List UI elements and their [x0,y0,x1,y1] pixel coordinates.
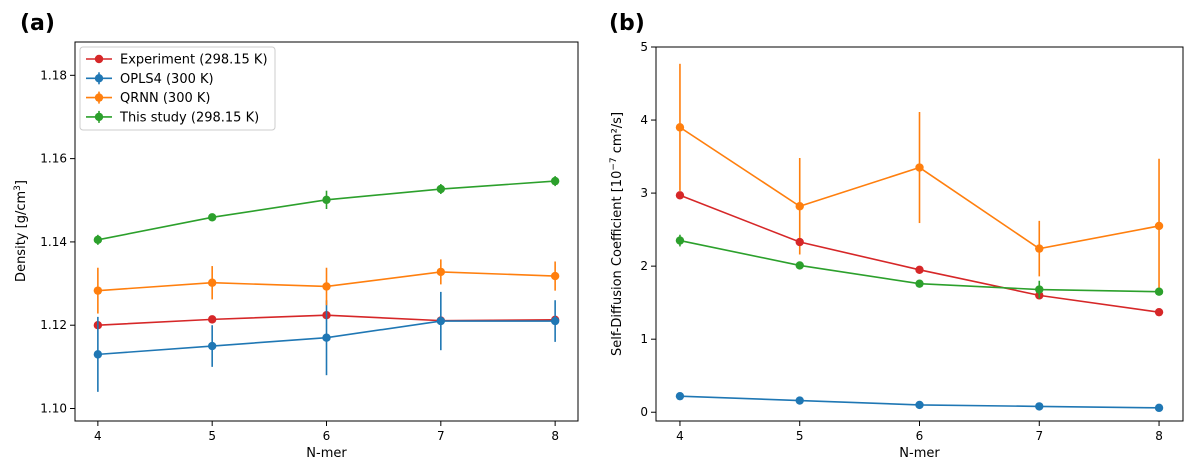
panel-a: (a) 4 5 6 7 8 1.10 1.12 1.14 1.16 1.18 N-mer Den… [13,11,579,461]
legend-marker-qrnn [94,93,104,102]
legend-marker-opls4 [94,74,104,83]
panel-a-x-tick-label: 8 [551,429,559,443]
panel-b-point-this_study [1035,285,1044,294]
panel-a-y-axis-label-exponent: 3 [13,185,23,191]
panel-b-series-experiment [675,191,1164,317]
panel-a-series-opls4 [93,291,560,392]
panel-a-x-tick-label: 7 [437,429,445,443]
panel-b-y-tick-label: 2 [640,259,648,273]
panel-b-y-axis-label: Self-Diffusion Coefficient [10−7 cm²/s] [609,112,625,356]
panel-b-label: (b) [609,11,645,36]
panel-b-x-tick-label: 8 [1155,429,1163,443]
legend-label-qrnn: QRNN (300 K) [120,91,210,106]
panel-a-point-qrnn [322,282,331,291]
panel-a-y-tick-label: 1.12 [40,318,67,332]
panel-a-x-axis-label: N-mer [306,446,347,461]
panel-b-series-this_study [675,234,1164,299]
panel-a-point-opls4 [207,341,217,351]
panel-b-y-tick-label: 5 [640,40,648,54]
panel-a-point-opls4 [93,350,103,359]
legend-label-opls4: OPLS4 (300 K) [120,72,214,87]
panel-a-x-tick-label: 5 [208,429,216,443]
panel-b-point-opls4 [675,391,685,401]
panel-b-x-tick-label: 4 [676,429,684,443]
panel-a-point-qrnn [207,278,217,287]
panel-b-point-experiment [1154,307,1164,317]
panel-b-x-tick-label: 5 [796,429,804,443]
legend-label-this_study: This study (298.15 K) [119,110,259,125]
panel-a-y-axis-label-main: Density [g/cm [14,191,29,282]
legend-box [79,46,276,131]
panel-b-x-axis-label: N-mer [899,446,940,461]
panel-b-plot-frame [655,46,1184,422]
panel-b-point-experiment [915,265,924,274]
panel-b-y-tick-label: 4 [640,113,648,127]
panel-b-y-tick-label: 1 [640,332,648,346]
panel-a-y-tick-label: 1.18 [40,68,67,82]
legend-marker-this_study [94,112,104,122]
panel-a-y-tick-label: 1.14 [40,235,67,249]
panel-b-y-tick-label: 3 [640,186,648,200]
panel-a-x-tick-label: 4 [94,429,102,443]
panel-a-point-opls4 [322,333,331,342]
panel-b-point-experiment [795,237,804,247]
panel-b-point-opls4 [1154,403,1164,413]
panel-b-point-qrnn [1154,221,1164,231]
panel-b-point-this_study [795,261,804,270]
legend-marker-experiment [94,54,104,64]
panel-a-y-tick-label: 1.10 [40,402,67,416]
panel-b-point-qrnn [915,163,924,172]
panel-a-point-this_study [207,213,217,222]
panel-b-point-opls4 [795,396,804,405]
panel-b-point-qrnn [675,123,685,132]
panel-a-point-this_study [93,235,103,245]
panel-a-point-this_study [550,176,560,186]
panel-b-point-opls4 [915,400,924,410]
legend: Experiment (298.15 K) OPLS4 (300 K) QRNN (… [79,46,276,131]
panel-b-series-qrnn [675,63,1164,294]
panel-a-point-this_study [436,184,446,194]
panel-b-x-tick-label: 7 [1035,429,1043,443]
panel-b-x-tick-label: 6 [916,429,924,443]
panel-a-point-opls4 [436,316,446,326]
panel-b-point-qrnn [795,202,804,211]
panel-a-y-axis-label-end: ] [14,180,29,185]
panel-a-point-qrnn [93,286,103,295]
legend-label-experiment: Experiment (298.15 K) [120,53,268,68]
panel-b-y-axis-label-main: Self-Diffusion Coefficient [10 [610,171,625,356]
panel-b-y-axis-label-end: cm²/s] [610,112,625,157]
panel-a-y-tick-label: 1.16 [40,152,67,166]
panel-a-series-qrnn [93,259,560,314]
panel-a-point-this_study [322,195,331,205]
panel-a-point-opls4 [550,316,560,326]
panel-a-label: (a) [20,11,55,36]
panel-a-series-this_study [93,176,560,245]
panel-a-line-this_study [97,180,556,241]
panel-a-point-qrnn [436,267,446,277]
panel-a-x-tick-label: 6 [323,429,331,443]
panel-b-y-axis-label-exponent: −7 [609,157,619,170]
panel-a-y-axis-label: Density [g/cm3] [13,180,29,282]
panel-b-point-qrnn [1035,244,1044,253]
panel-b-point-opls4 [1035,402,1044,411]
panel-b-point-this_study [675,236,685,245]
panel-a-point-experiment [207,315,217,324]
panel-b-point-this_study [1154,287,1164,296]
panel-b-series-opls4 [675,391,1164,413]
panel-a-point-qrnn [550,271,560,281]
panel-b: (b) 4 5 6 7 8 0 1 2 3 4 5 N-mer Self-Diffusion Co… [609,11,1184,461]
panel-b-y-tick-label: 0 [640,405,648,419]
panel-b-point-this_study [915,279,924,288]
panel-b-point-experiment [675,191,685,200]
